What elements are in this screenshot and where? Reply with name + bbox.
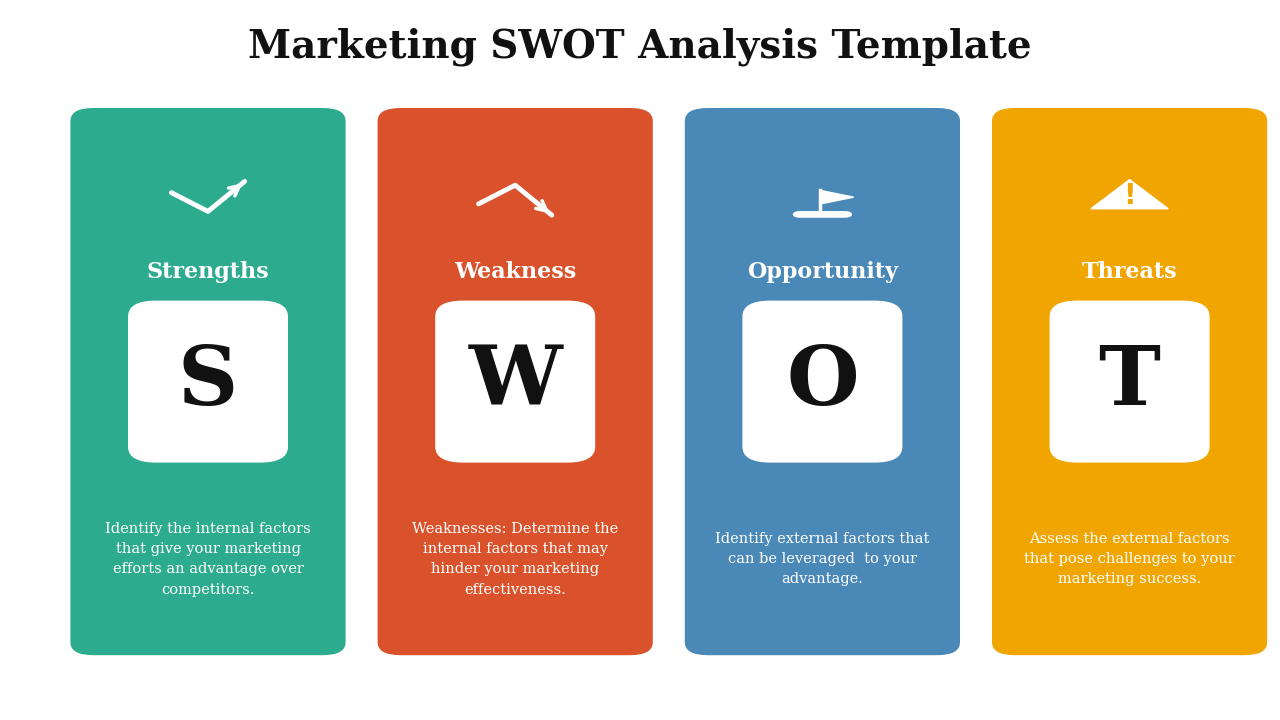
Polygon shape <box>820 190 854 204</box>
Text: O: O <box>786 341 859 422</box>
Text: Assess the external factors
that pose challenges to your
marketing success.: Assess the external factors that pose ch… <box>1024 532 1235 587</box>
Text: Weaknesses: Determine the
internal factors that may
hinder your marketing
effect: Weaknesses: Determine the internal facto… <box>412 523 618 596</box>
Text: Strengths: Strengths <box>147 261 269 283</box>
FancyBboxPatch shape <box>742 301 902 463</box>
Text: Opportunity: Opportunity <box>748 261 897 283</box>
Text: S: S <box>178 341 238 422</box>
FancyBboxPatch shape <box>992 108 1267 655</box>
Text: Marketing SWOT Analysis Template: Marketing SWOT Analysis Template <box>248 27 1032 66</box>
FancyBboxPatch shape <box>378 108 653 655</box>
FancyBboxPatch shape <box>1050 301 1210 463</box>
FancyBboxPatch shape <box>685 108 960 655</box>
FancyBboxPatch shape <box>792 211 852 217</box>
Polygon shape <box>1091 179 1169 209</box>
FancyBboxPatch shape <box>70 108 346 655</box>
Text: W: W <box>468 341 562 422</box>
FancyBboxPatch shape <box>128 301 288 463</box>
Text: T: T <box>1098 341 1161 422</box>
Text: Identify external factors that
can be leveraged  to your
advantage.: Identify external factors that can be le… <box>716 532 929 587</box>
Text: Threats: Threats <box>1082 261 1178 283</box>
Text: Weakness: Weakness <box>454 261 576 283</box>
Text: Identify the internal factors
that give your marketing
efforts an advantage over: Identify the internal factors that give … <box>105 523 311 596</box>
Text: !: ! <box>1124 182 1135 210</box>
FancyBboxPatch shape <box>435 301 595 463</box>
